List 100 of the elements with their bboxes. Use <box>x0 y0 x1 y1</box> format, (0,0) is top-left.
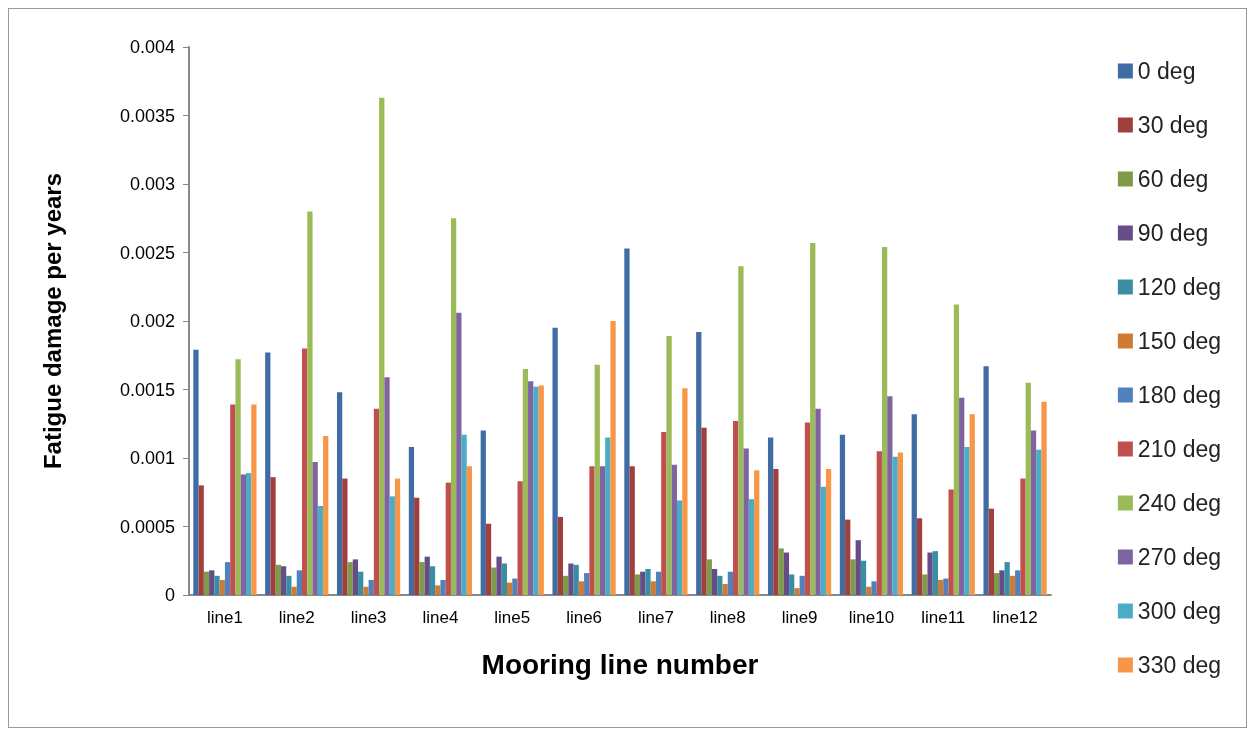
bar <box>408 447 415 595</box>
bar <box>717 575 723 595</box>
bar <box>743 448 749 595</box>
bar <box>911 414 917 595</box>
y-tick-label: 0.004 <box>129 37 175 57</box>
bar <box>876 451 882 595</box>
x-tick-label: line10 <box>848 608 895 627</box>
bar <box>336 392 343 595</box>
bar <box>850 559 856 595</box>
bar <box>706 559 712 595</box>
bar <box>379 97 385 595</box>
bar <box>661 431 667 595</box>
y-tick-label: 0.0035 <box>119 105 175 126</box>
bar <box>640 571 646 595</box>
bar <box>1004 562 1010 595</box>
x-tick-label: line5 <box>494 608 531 627</box>
bar <box>969 414 975 595</box>
bar <box>624 248 630 595</box>
bar <box>491 567 497 595</box>
legend-label: 240 deg <box>1137 490 1221 516</box>
bar <box>445 482 451 595</box>
bar <box>419 562 425 595</box>
y-tick-label: 0.001 <box>129 448 175 468</box>
bar <box>594 364 600 595</box>
bar <box>711 568 718 595</box>
x-tick-label: line6 <box>566 608 603 627</box>
x-axis-title: Mooring line number <box>481 648 759 680</box>
bar <box>605 437 611 595</box>
bar <box>820 486 826 595</box>
bar <box>1025 382 1031 595</box>
bar <box>1020 478 1026 595</box>
bar <box>773 468 779 595</box>
bar <box>275 564 281 595</box>
bar <box>280 566 287 595</box>
bar <box>480 430 486 595</box>
bar <box>645 568 651 595</box>
legend-label: 180 deg <box>1137 382 1221 408</box>
y-tick-label: 0.0015 <box>119 379 175 400</box>
bar <box>461 434 467 595</box>
bar <box>916 518 923 595</box>
bar <box>927 552 933 595</box>
bar <box>224 562 231 595</box>
bar <box>999 570 1005 595</box>
legend-label: 210 deg <box>1137 436 1221 462</box>
legend-label: 150 deg <box>1137 328 1221 354</box>
bar <box>342 478 348 595</box>
bar <box>922 574 928 595</box>
bar <box>363 586 369 595</box>
bar <box>291 586 297 595</box>
bar <box>429 566 436 595</box>
bar <box>456 312 462 595</box>
bar <box>629 466 635 595</box>
bar <box>650 581 656 595</box>
legend-label: 60 deg <box>1137 166 1209 192</box>
bar <box>655 571 662 595</box>
bar <box>528 381 534 595</box>
bar <box>435 585 441 595</box>
bar <box>203 571 210 595</box>
bar <box>959 397 965 595</box>
bar <box>193 349 199 595</box>
bar <box>671 464 677 595</box>
bar <box>881 247 888 595</box>
bar <box>209 570 215 595</box>
bar <box>937 579 944 595</box>
bar <box>198 485 204 595</box>
bar <box>296 570 303 595</box>
bar <box>270 477 276 595</box>
bar <box>323 436 329 595</box>
bar <box>810 242 816 595</box>
bar <box>892 456 898 595</box>
bar <box>701 427 707 595</box>
y-tick-label: 0.003 <box>129 174 175 194</box>
bar <box>1030 430 1037 595</box>
legend-label: 300 deg <box>1137 598 1221 624</box>
bar <box>384 377 390 595</box>
bar <box>424 556 430 595</box>
bar <box>839 434 846 595</box>
bar <box>1015 570 1021 595</box>
bar <box>347 562 353 595</box>
bar <box>517 481 523 595</box>
bar <box>230 404 236 595</box>
legend-label: 120 deg <box>1137 274 1221 300</box>
bar <box>682 388 688 595</box>
bar <box>302 348 308 595</box>
bar <box>240 474 246 595</box>
x-tick-label: line11 <box>921 608 966 627</box>
bar <box>251 404 257 595</box>
x-tick-label: line1 <box>206 608 243 627</box>
bar <box>943 578 949 595</box>
bar <box>501 563 507 595</box>
y-tick-label: 0.002 <box>129 311 175 331</box>
bar <box>1036 449 1042 595</box>
x-tick-label: line12 <box>992 608 1038 627</box>
bar <box>312 462 318 595</box>
bar <box>219 579 225 595</box>
y-tick-label: 0.0025 <box>119 242 175 263</box>
bar <box>584 573 590 595</box>
bar <box>825 468 832 595</box>
bar <box>932 551 938 595</box>
bar <box>440 579 446 595</box>
